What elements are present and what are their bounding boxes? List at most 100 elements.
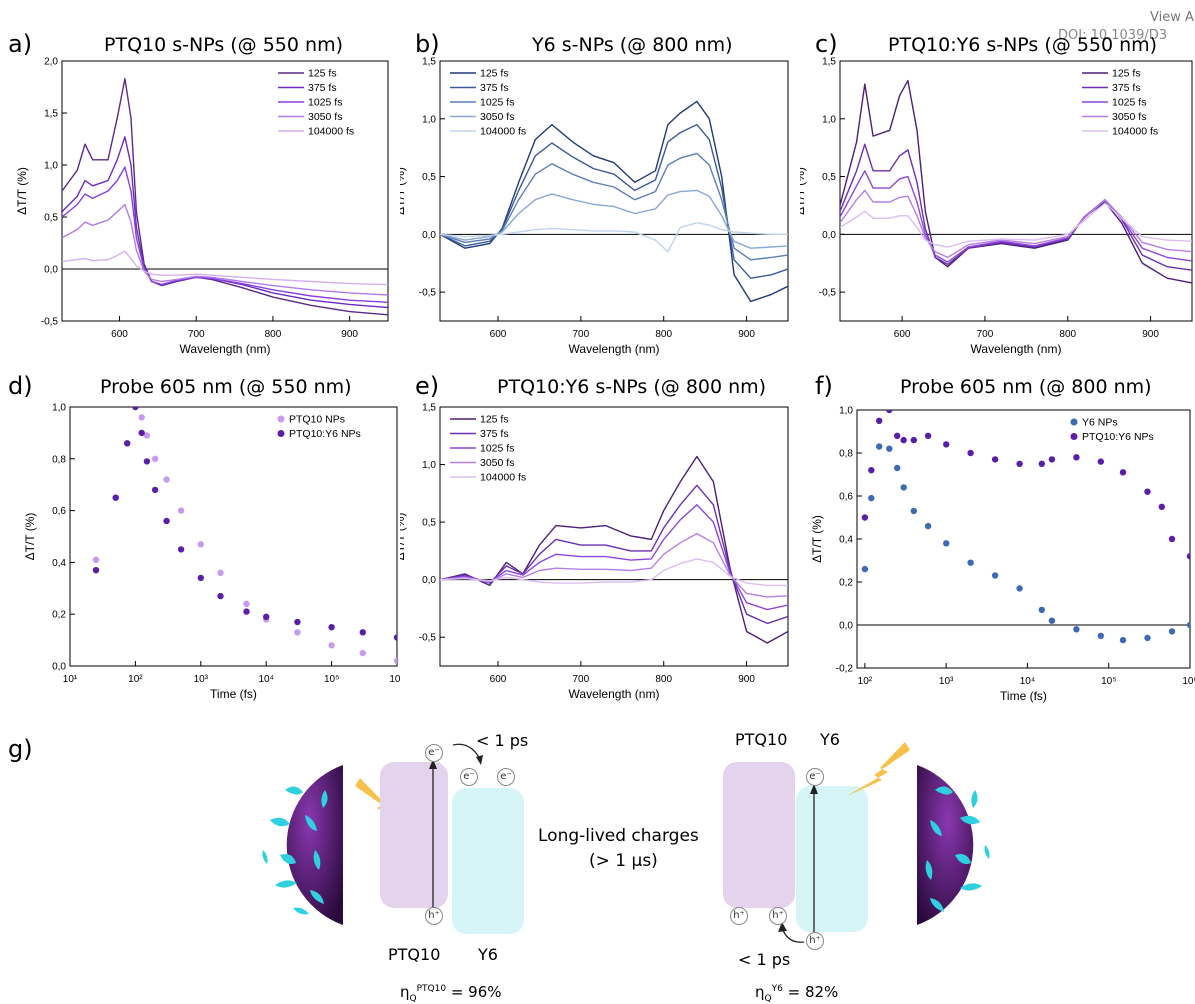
data-point — [967, 559, 974, 566]
ptq10-label-left: PTQ10 — [388, 945, 441, 964]
doi-link[interactable]: DOI: 10.1039/D3 — [1058, 28, 1168, 43]
series-line-0 — [440, 100, 788, 303]
series-line-4 — [840, 202, 1192, 248]
y-tick-label: 0,8 — [52, 454, 66, 465]
data-point — [263, 613, 270, 620]
x-tick-label: 600 — [111, 329, 128, 340]
data-point — [1119, 469, 1127, 476]
x-tick-label: 10⁶ — [389, 674, 400, 685]
y-tick-label: 0,0 — [422, 230, 436, 241]
x-tick-label: 10¹ — [63, 674, 78, 685]
panel-label-d: d) — [8, 372, 33, 400]
series-group — [62, 78, 388, 316]
data-point — [967, 449, 974, 457]
data-point — [124, 440, 131, 447]
data-point — [991, 572, 999, 579]
series-line-2 — [440, 504, 788, 611]
data-point — [163, 476, 170, 483]
legend-label: PTQ10:Y6 NPs — [289, 428, 361, 440]
chart-a: 600 700 800 900 -0,5 0,0 0,5 1,0 1,5 2,0 Wavelengt… — [15, 57, 389, 356]
data-point — [1168, 628, 1176, 635]
y-tick-label: 2,0 — [44, 57, 58, 68]
x-tick-label: 10⁵ — [324, 674, 339, 685]
series-group — [861, 410, 1190, 644]
x-axis-label: Time (fs) — [1000, 689, 1047, 703]
data-point — [900, 436, 907, 444]
hole-transfer-arrows-right — [778, 784, 818, 943]
y-tick-label: -0,2 — [836, 664, 854, 675]
legend-label: 1025 fs — [308, 97, 342, 109]
legend-label: 375 fs — [480, 82, 509, 94]
x-tick-label: 800 — [655, 674, 672, 685]
view-article-link[interactable]: View A — [1150, 10, 1194, 25]
series-line-3 — [62, 203, 388, 296]
data-point — [1038, 606, 1045, 614]
hole-icon: h⁺ — [769, 907, 787, 925]
series-line-4 — [62, 250, 388, 286]
chart-title-a: PTQ10 s-NPs (@ 550 nm) — [104, 34, 343, 56]
data-point — [910, 436, 917, 444]
data-point — [151, 486, 159, 494]
legend-label: 104000 fs — [308, 126, 354, 138]
data-point — [132, 407, 139, 411]
y-tick-label: 1,0 — [44, 161, 58, 172]
legend-label: 1025 fs — [480, 97, 514, 109]
series-line-0 — [440, 455, 788, 644]
series-group — [440, 100, 788, 303]
data-point — [177, 507, 185, 514]
data-point — [328, 642, 335, 649]
chart-b: 600 700 800 900 -0,5 0,0 0,5 1,0 1,5 Wavelength (… — [400, 57, 789, 356]
data-point — [143, 458, 151, 465]
data-point — [910, 507, 917, 515]
chart-title-f: Probe 605 nm (@ 800 nm) — [900, 376, 1152, 398]
data-point — [1158, 503, 1165, 510]
y-tick-label: 0,0 — [839, 621, 853, 632]
x-axis-label: Wavelength (nm) — [180, 342, 271, 356]
chart-e: 600 700 800 900 -0,5 0,0 0,5 1,0 1,5 Wavelength (… — [400, 403, 789, 701]
panel-label-e: e) — [415, 372, 440, 400]
series-line-4 — [440, 222, 788, 253]
x-axis-label: Time (fs) — [210, 687, 257, 701]
data-point — [876, 443, 883, 450]
data-point — [359, 629, 366, 636]
long-lived-duration-label: (> 1 μs) — [589, 851, 658, 871]
x-tick-label: 700 — [573, 329, 590, 340]
data-point — [359, 649, 366, 657]
data-point — [861, 565, 869, 573]
y6-energy-band-right — [796, 786, 868, 932]
data-point — [1168, 535, 1176, 543]
series-line-1 — [440, 484, 788, 625]
data-point — [1016, 460, 1023, 467]
data-point — [1048, 617, 1056, 624]
series-line-2 — [62, 166, 388, 303]
legend-label: 375 fs — [480, 428, 509, 440]
x-tick-label: 10² — [858, 676, 873, 687]
x-tick-label: 700 — [977, 329, 994, 340]
x-tick-label: 600 — [490, 674, 507, 685]
legend-swatch — [277, 430, 285, 437]
data-point — [943, 540, 950, 547]
legend-label: PTQ10:Y6 NPs — [1082, 431, 1154, 443]
y-tick-label: 1,0 — [52, 403, 66, 414]
y-tick-label: 0,5 — [422, 518, 436, 529]
electron-icon: e⁻ — [806, 768, 824, 786]
efficiency-ptq10: ηQPTQ10 = 96% — [400, 983, 502, 1004]
x-tick-label: 900 — [738, 329, 755, 340]
data-point — [894, 432, 901, 439]
legend-label: 375 fs — [308, 82, 337, 94]
y-tick-label: -0,5 — [41, 317, 59, 328]
chart-title-b: Y6 s-NPs (@ 800 nm) — [532, 34, 733, 56]
series-line-1 — [62, 136, 388, 309]
data-point — [894, 464, 901, 472]
x-tick-label: 900 — [341, 329, 358, 340]
x-tick-label: 10² — [128, 674, 143, 685]
series-line-3 — [440, 532, 788, 598]
panel-label-b: b) — [415, 30, 440, 58]
electron-icon: e⁻ — [425, 744, 443, 762]
data-point — [876, 417, 883, 424]
electron-icon: e⁻ — [497, 768, 515, 786]
data-point — [1073, 454, 1080, 461]
x-tick-label: 900 — [1142, 329, 1159, 340]
y-tick-label: 1,0 — [839, 406, 853, 417]
y-tick-label: 1,5 — [422, 403, 436, 414]
